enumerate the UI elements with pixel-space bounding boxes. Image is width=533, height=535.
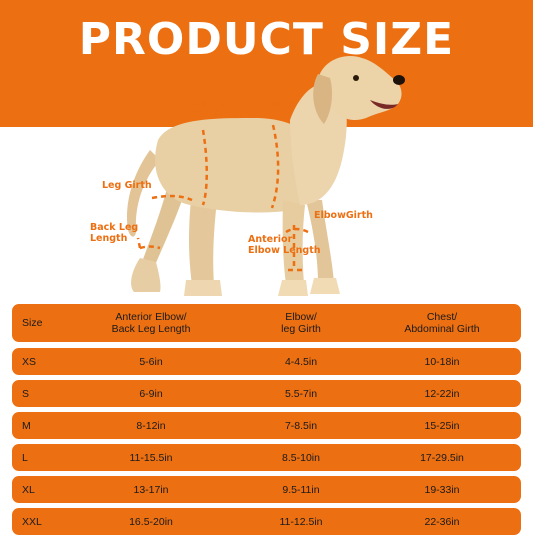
- header-elbow-leg-girth: Elbow/ leg Girth: [281, 311, 321, 335]
- length-cell: 13-17in: [133, 483, 169, 496]
- abdomen-girth-label: Abdomen Girth: [194, 98, 245, 120]
- elbow-girth-cell: 9.5-11in: [282, 483, 320, 496]
- length-cell: 6-9in: [139, 387, 163, 400]
- chest-girth-cell: 15-25in: [424, 419, 460, 432]
- size-cell: XS: [22, 355, 37, 368]
- elbow-girth-label: ElbowGirth: [314, 210, 373, 221]
- anterior-elbow-length-label: Anterior Elbow Length: [248, 234, 321, 256]
- table-row: XXL 16.5-20in 11-12.5in 22-36in: [12, 508, 521, 535]
- size-cell: M: [22, 419, 31, 432]
- header-size: Size: [22, 317, 43, 329]
- back-leg-length-label: Back Leg Length: [90, 222, 139, 244]
- length-cell: 8-12in: [136, 419, 166, 432]
- table-row: M 8-12in 7-8.5in 15-25in: [12, 412, 521, 439]
- table-row: L 11-15.5in 8.5-10in 17-29.5in: [12, 444, 521, 471]
- header-elbow-leg-length: Anterior Elbow/ Back Leg Length: [111, 311, 191, 335]
- chest-girth-cell: 19-33in: [424, 483, 460, 496]
- page-title: PRODUCT SIZE: [78, 14, 455, 65]
- elbow-girth-cell: 5.5-7in: [284, 387, 318, 400]
- chest-girth-cell: 12-22in: [424, 387, 460, 400]
- size-cell: XL: [22, 483, 35, 496]
- length-cell: 5-6in: [139, 355, 163, 368]
- size-cell: S: [22, 387, 30, 400]
- size-cell: L: [22, 451, 28, 464]
- elbow-girth-cell: 7-8.5in: [284, 419, 318, 432]
- title-banner: [0, 0, 533, 127]
- header-chest-abdominal-girth: Chest/ Abdominal Girth: [404, 311, 480, 335]
- size-cell: XXL: [22, 515, 42, 528]
- length-cell: 16.5-20in: [129, 515, 173, 528]
- table-row: S 6-9in 5.5-7in 12-22in: [12, 380, 521, 407]
- table-row: XS 5-6in 4-4.5in 10-18in: [12, 348, 521, 375]
- chest-girth-cell: 22-36in: [424, 515, 460, 528]
- table-row: XL 13-17in 9.5-11in 19-33in: [12, 476, 521, 503]
- elbow-girth-cell: 4-4.5in: [284, 355, 318, 368]
- elbow-girth-cell: 11-12.5in: [279, 515, 323, 528]
- dog-illustration: [126, 56, 405, 296]
- length-cell: 11-15.5in: [129, 451, 173, 464]
- chest-girth-cell: 17-29.5in: [420, 451, 464, 464]
- size-table-header: Size Anterior Elbow/ Back Leg Length Elb…: [12, 304, 521, 342]
- elbow-girth-cell: 8.5-10in: [282, 451, 320, 464]
- leg-girth-label: Leg Girth: [102, 180, 152, 191]
- chest-girth-cell: 10-18in: [424, 355, 460, 368]
- chest-girth-label: Chest Girth: [268, 88, 299, 110]
